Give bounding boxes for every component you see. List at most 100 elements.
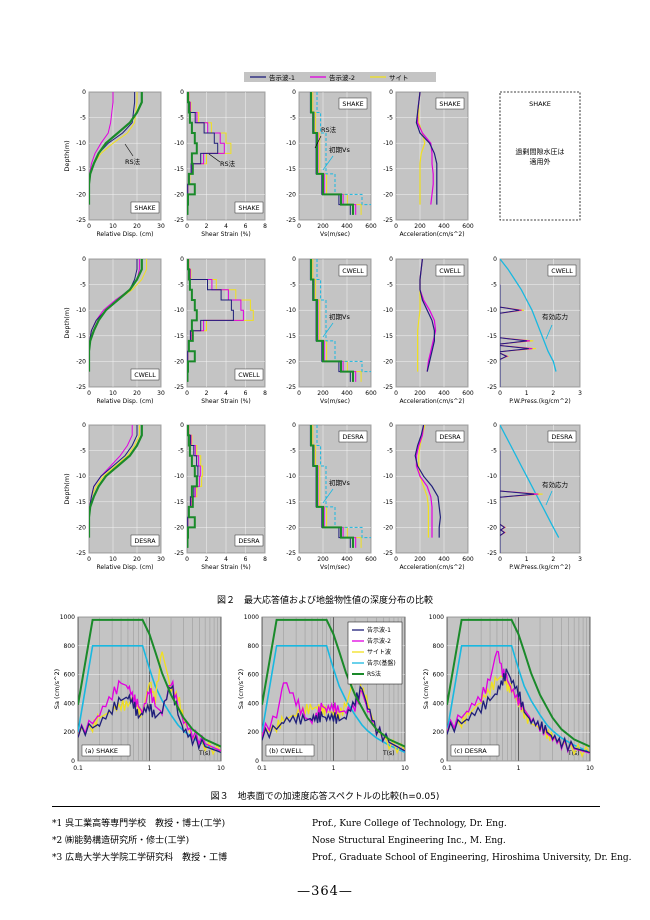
y-axis-label: Depth(m) xyxy=(63,140,71,171)
panel-frame xyxy=(298,258,372,388)
y-tick-label: -20 xyxy=(487,358,497,365)
method-label-box xyxy=(547,264,577,277)
x-axis-label: Vs(m/sec) xyxy=(320,564,350,571)
y-tick-label: -10 xyxy=(76,140,86,147)
x-tick-label: 4 xyxy=(224,390,228,397)
y-tick-label: -20 xyxy=(76,191,86,198)
x-tick-label: 0 xyxy=(394,390,398,397)
y-tick-label: 0 xyxy=(292,89,296,96)
y-tick-label: 0 xyxy=(292,422,296,429)
y-tick-label: 1000 xyxy=(429,614,444,621)
y-tick-label: -10 xyxy=(76,307,86,314)
y-tick-label: -15 xyxy=(383,499,393,506)
annotation-arrow xyxy=(545,324,553,340)
footnote-text: ㈱能勢構造研究所・修士(工学) xyxy=(65,836,190,846)
y-tick-label: 800 xyxy=(248,643,260,650)
series-告示波-1 xyxy=(500,450,535,553)
panel-lines xyxy=(187,92,232,215)
x-tick-label: 600 xyxy=(462,556,474,563)
x-axis-label: P.W.Press.(kg/cm^2) xyxy=(509,564,570,571)
method-label-box xyxy=(234,534,264,547)
x-tick-label: 400 xyxy=(341,556,353,563)
series-告示波-1 xyxy=(447,668,590,754)
footnote-3-jp: *3 広島大学大学院工学研究科 教授・工博 xyxy=(52,852,227,869)
panel-frame xyxy=(446,616,591,762)
figure-3-caption: 図３ 地表面での加速度応答スペクトルの比較(h=0.05) xyxy=(210,792,440,802)
x-tick-label: 8 xyxy=(263,390,267,397)
y-axis-label: Depth(m) xyxy=(63,473,71,504)
panel-label-box xyxy=(450,744,500,757)
spectrum-panel-cwell: 0 200 400 600 800 1000 0.1 1 10 T(s) Sa (cm/s^2) (b… xyxy=(237,614,409,772)
y-tick-label: 0 xyxy=(82,256,86,263)
y-tick-label: -25 xyxy=(76,550,86,557)
series-告示波-1 xyxy=(415,92,438,205)
y-tick-label: 400 xyxy=(248,700,260,707)
x-axis-label: Vs(m/sec) xyxy=(320,398,350,405)
y-tick-label: 0 xyxy=(180,89,184,96)
panel-lines xyxy=(447,618,590,758)
series-サイト xyxy=(89,92,138,205)
x-axis-label: Shear Strain (%) xyxy=(201,398,250,405)
panel-lines xyxy=(415,92,438,205)
x-tick-label: 400 xyxy=(341,223,353,230)
y-tick-label: -15 xyxy=(383,333,393,340)
figure-2-caption: 図２ 最大応答値および地盤物性値の深度分布の比較 xyxy=(216,596,433,606)
y-tick-label: 0 xyxy=(82,89,86,96)
panel-frame xyxy=(88,424,162,554)
x-tick-label: 3 xyxy=(578,390,582,397)
legend-entry: RS法 xyxy=(367,670,381,678)
footnote-1-jp: *1 呉工業高等専門学校 教授・博士(工学) xyxy=(52,818,227,835)
note-text: 適用外 xyxy=(530,157,551,166)
series-告示波-2 xyxy=(447,650,590,754)
panel-cwell-disp: 0 10 20 30 0 -5 -10 -15 -20 -25 Relative Disp. (cm… xyxy=(63,256,165,405)
y-tick-label: -25 xyxy=(487,550,497,557)
panel-method-label: CWELL xyxy=(238,372,260,379)
note-text: 過剰間隙水圧は xyxy=(516,147,565,156)
y-tick-label: -20 xyxy=(174,191,184,198)
series-サイト波 xyxy=(78,651,221,756)
method-label-box xyxy=(338,430,368,443)
y-tick-label: -10 xyxy=(174,307,184,314)
panel-frame xyxy=(499,424,581,554)
x-tick-label: 6 xyxy=(244,390,248,397)
y-tick-label: 0 xyxy=(440,758,444,765)
x-tick-label: 8 xyxy=(263,223,267,230)
y-tick-label: 800 xyxy=(433,643,445,650)
legend-entry: サイト波 xyxy=(367,648,391,656)
y-tick-label: -10 xyxy=(487,307,497,314)
series-サイト xyxy=(89,425,140,538)
x-tick-label: 200 xyxy=(414,556,426,563)
series-initial-vs xyxy=(316,425,371,539)
footnote-3-en: Prof., Graduate School of Engineering, H… xyxy=(312,853,632,863)
footnote-2-jp: *2 ㈱能勢構造研究所・修士(工学) xyxy=(52,835,227,852)
y-tick-label: 400 xyxy=(64,700,76,707)
x-tick-label: 20 xyxy=(133,223,141,230)
series-サイト xyxy=(312,92,362,215)
panel-lines xyxy=(500,425,560,553)
x-unit-label: T(s) xyxy=(382,750,394,757)
x-tick-label: 2 xyxy=(551,390,555,397)
y-tick-label: -5 xyxy=(290,115,296,122)
x-tick-label: 2 xyxy=(205,556,209,563)
y-tick-label: 200 xyxy=(64,729,76,736)
annotation-rs: RS法 xyxy=(125,157,141,166)
panel-lines xyxy=(414,425,442,538)
x-tick-label: 600 xyxy=(462,390,474,397)
panel-frame xyxy=(88,258,162,388)
y-tick-label: -25 xyxy=(383,217,393,224)
series-effective-stress xyxy=(500,259,557,372)
y-tick-label: -10 xyxy=(286,307,296,314)
panel-frame xyxy=(499,258,581,388)
method-label-box xyxy=(130,201,160,214)
series-告示波-1 xyxy=(500,284,529,387)
y-axis-label: Depth(m) xyxy=(63,307,71,338)
annotation-rs: RS法 xyxy=(220,159,236,168)
y-tick-label: -5 xyxy=(290,448,296,455)
x-tick-label: 0 xyxy=(185,223,189,230)
panel-method-label: DESRA xyxy=(238,538,260,545)
panel-lines xyxy=(187,259,254,382)
y-tick-label: -15 xyxy=(174,333,184,340)
y-tick-label: -5 xyxy=(387,282,393,289)
y-tick-label: -5 xyxy=(80,115,86,122)
